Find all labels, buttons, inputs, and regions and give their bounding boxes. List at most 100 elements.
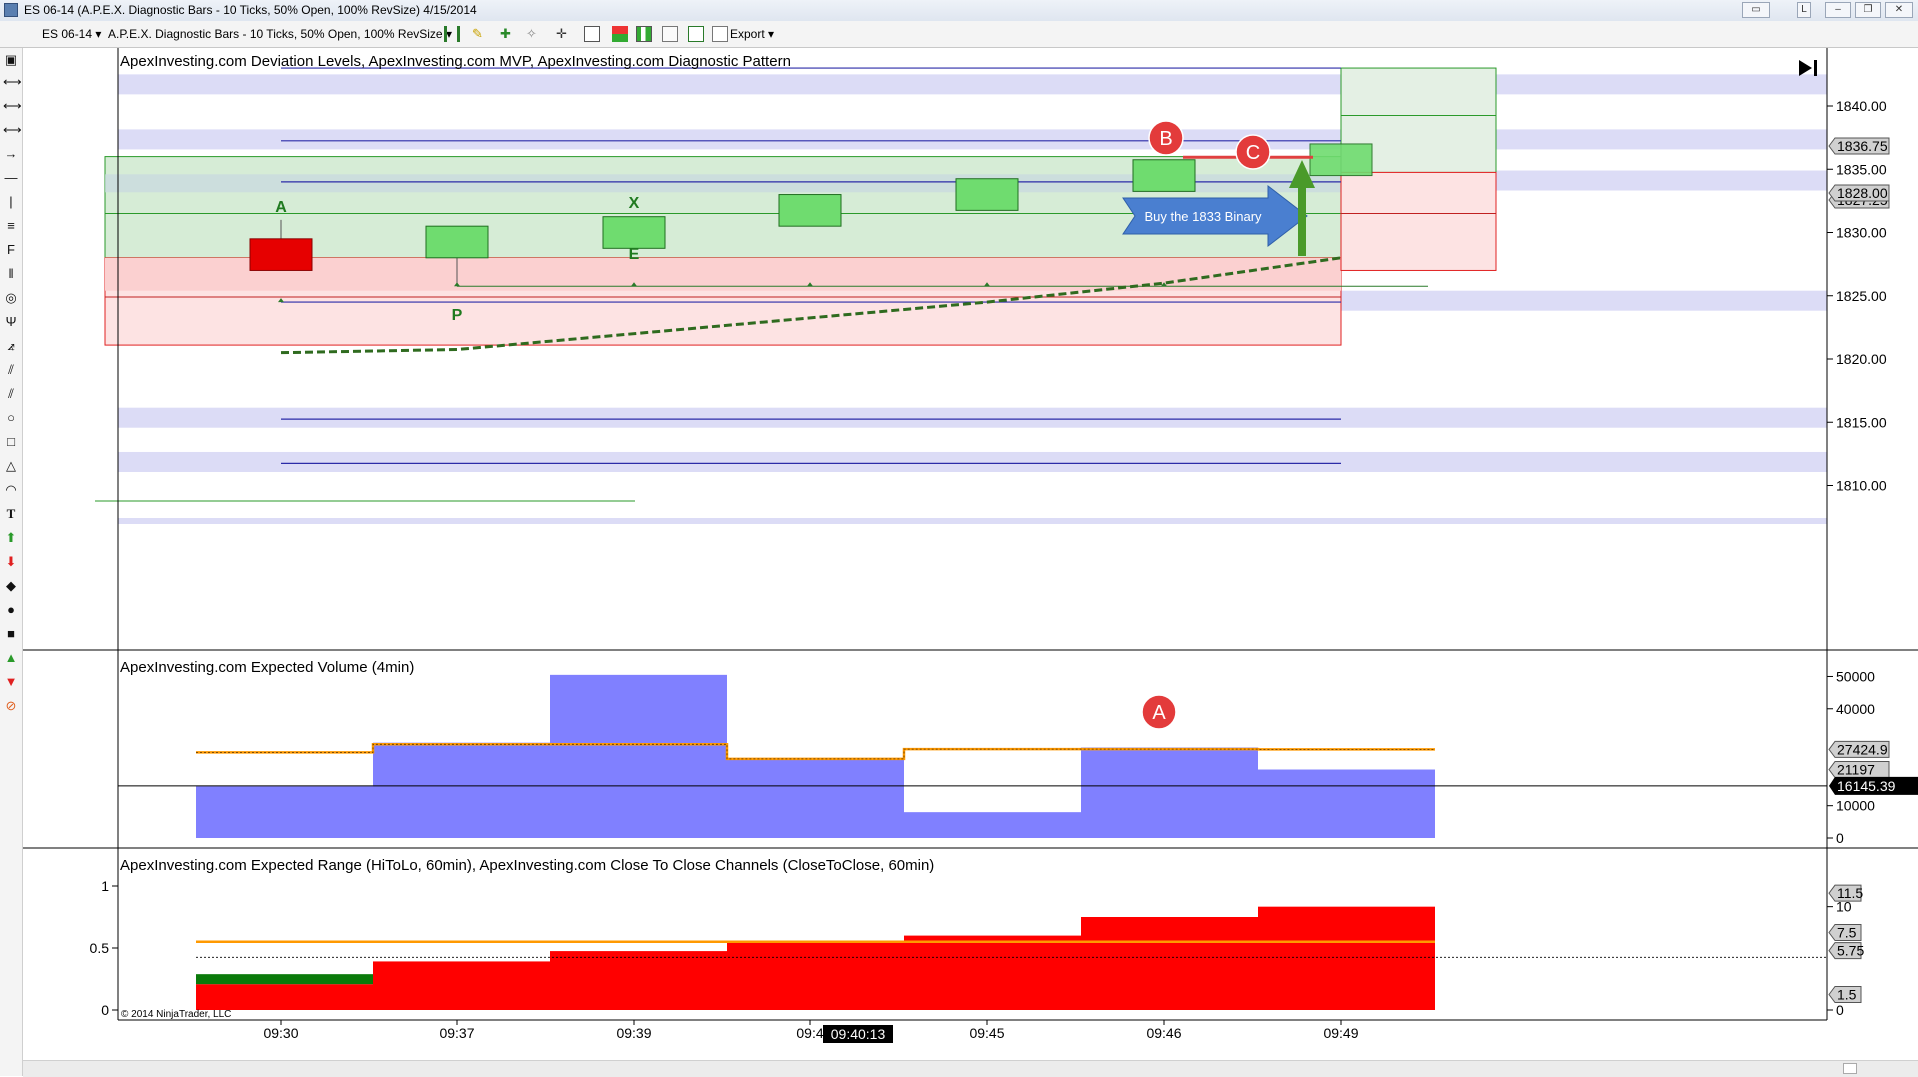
volume-bar xyxy=(550,674,727,838)
close-to-close-bar xyxy=(196,974,373,985)
pattern-marker xyxy=(454,282,460,287)
overlap-band xyxy=(105,174,1341,193)
time-axis: 09:30 09:37 09:39 09:4 09:45 09:46 09:49 09:40:… xyxy=(263,1020,1359,1043)
range-left-tick-label: 0.5 xyxy=(90,940,110,956)
pattern-marker xyxy=(807,282,813,287)
ray-icon[interactable]: → xyxy=(4,146,18,161)
range-left-tick-label: 1 xyxy=(101,878,109,894)
strategy-icon[interactable]: ✧ xyxy=(526,26,537,41)
fib-time-icon[interactable]: ‖ xyxy=(8,266,14,281)
range-tag: 7.5 xyxy=(1837,925,1857,941)
add-indicator-icon[interactable]: ✚ xyxy=(500,26,511,41)
price-tick-label: 1815.00 xyxy=(1836,414,1887,430)
maximize-button[interactable]: ❐ xyxy=(1855,2,1881,18)
ellipse-icon[interactable]: ○ xyxy=(7,410,15,425)
price-tick-label: 1825.00 xyxy=(1836,288,1887,304)
price-tick-label: 1835.00 xyxy=(1836,161,1887,177)
chart-area[interactable]: A X E P B C Buy the 1833 Binary ApexInvesting.… xyxy=(23,48,1918,1060)
order-icon[interactable] xyxy=(612,26,628,42)
range-bar xyxy=(550,951,727,1010)
bar-type-selector[interactable]: A.P.E.X. Diagnostic Bars - 10 Ticks, 50%… xyxy=(108,27,452,41)
pattern-marker xyxy=(278,298,284,303)
range-right-tick-label: 10 xyxy=(1836,899,1852,915)
marker-c-label: C xyxy=(1246,142,1260,164)
volume-marker-label: A xyxy=(1152,702,1166,724)
volume-bar xyxy=(1258,769,1435,838)
volume-tick-label: 10000 xyxy=(1836,798,1875,814)
price-tag-mvp-tag xyxy=(1828,184,1890,202)
horizontal-scrollbar[interactable] xyxy=(23,1060,1918,1077)
cursor-icon[interactable]: ▣ xyxy=(4,52,18,67)
volume-panel[interactable]: A ApexInvesting.com Expected Volume (4mi… xyxy=(117,650,1918,848)
properties-icon[interactable] xyxy=(662,26,678,42)
fib-retracement-icon[interactable]: ≡ xyxy=(7,218,15,233)
marker-b-label: B xyxy=(1159,128,1172,150)
triangle-down-icon[interactable]: ▼ xyxy=(4,674,18,689)
candle xyxy=(1309,143,1373,177)
range-tag-bg xyxy=(1828,986,1862,1003)
mvp-line xyxy=(280,256,1342,355)
time-tick-label: 09:30 xyxy=(263,1025,298,1041)
buy-callout-text: Buy the 1833 Binary xyxy=(1144,209,1262,224)
export-menu[interactable]: Export ▾ xyxy=(730,27,775,41)
regression-channel-icon[interactable]: ⫽ xyxy=(8,362,14,377)
square-icon[interactable]: ■ xyxy=(7,626,15,641)
diamond-icon[interactable]: ◆ xyxy=(6,578,16,593)
line-icon[interactable]: ⟷ xyxy=(3,122,22,137)
volume-tick-label: 0 xyxy=(1836,830,1844,846)
pencil-icon[interactable]: ✎ xyxy=(472,26,483,41)
candle xyxy=(602,216,666,249)
arc-icon[interactable]: ◠ xyxy=(5,482,17,497)
range-tag-bg xyxy=(1828,942,1862,960)
fib-circle-icon[interactable]: ◎ xyxy=(5,290,17,305)
minimize-button[interactable]: – xyxy=(1825,2,1851,18)
triangle-up-icon[interactable]: ▲ xyxy=(4,650,18,665)
buy-callout-arrow xyxy=(1122,184,1308,248)
range-tag-bg xyxy=(1828,924,1862,941)
horizontal-line-icon[interactable]: — xyxy=(4,170,18,185)
arrow-down-icon[interactable]: ⬇ xyxy=(5,554,17,569)
range-panel[interactable]: ApexInvesting.com Expected Range (HiToLo… xyxy=(90,848,1865,1020)
instrument-selector[interactable]: ES 06-14 ▾ xyxy=(42,27,102,41)
volume-tag-current-tag xyxy=(1828,761,1890,779)
skip-to-end-icon[interactable] xyxy=(1799,60,1817,76)
remove-drawings-icon[interactable]: ⊘ xyxy=(5,698,17,713)
export-icon[interactable] xyxy=(712,26,728,42)
range-panel-title: ApexInvesting.com Expected Range (HiToLo… xyxy=(120,857,934,874)
close-button[interactable]: ✕ xyxy=(1885,2,1913,18)
time-tick-label: 09:45 xyxy=(969,1025,1004,1041)
pattern-label-p: P xyxy=(452,307,463,324)
gann-fan-icon[interactable]: ⦨ xyxy=(7,338,15,353)
volume-tag-reference: 16145.39 xyxy=(1837,778,1896,794)
volume-tag-expected: 27424.9 xyxy=(1837,741,1888,757)
zoom-icon[interactable] xyxy=(584,26,600,42)
range-bar xyxy=(727,942,904,1010)
arrow-up-icon[interactable]: ⬆ xyxy=(5,530,17,545)
dot-icon[interactable]: ● xyxy=(7,602,15,617)
snapshot-icon[interactable] xyxy=(688,26,704,42)
bar-style-icon[interactable] xyxy=(444,26,460,42)
scroll-thumb[interactable] xyxy=(1843,1063,1857,1074)
triangle-icon[interactable]: △ xyxy=(6,458,16,473)
volume-bar xyxy=(727,758,904,838)
candle xyxy=(425,225,489,259)
data-box-icon[interactable] xyxy=(636,26,652,42)
cursor-time-bg xyxy=(823,1025,893,1043)
pattern-label-e: E xyxy=(629,246,640,263)
vertical-line-icon[interactable]: | xyxy=(9,194,13,209)
volume-bar xyxy=(373,742,550,838)
drawing-tools-bar: ▣ ⟷ ⟷ ⟷ → — | ≡ F ‖ ◎ Ψ ⦨ ⫽ ⫽ ○ □ △ ◠ T … xyxy=(0,48,23,1076)
link-icon[interactable]: L xyxy=(1797,2,1811,18)
ruler-icon[interactable]: ⟷ xyxy=(3,74,22,89)
trend-channel-icon[interactable]: ⫽ xyxy=(8,386,14,401)
deviation-band xyxy=(118,129,1827,150)
range-bar xyxy=(196,984,373,1010)
crosshair-icon[interactable]: ✛ xyxy=(556,26,567,41)
price-panel[interactable]: A X E P B C Buy the 1833 Binary ApexInvesting.… xyxy=(95,48,1890,650)
andrews-pitchfork-icon[interactable]: Ψ xyxy=(5,314,17,329)
tile-icon[interactable]: ▭ xyxy=(1742,2,1770,18)
fib-extension-icon[interactable]: F xyxy=(7,242,15,257)
risk-reward-icon[interactable]: ⟷ xyxy=(3,98,22,113)
rectangle-icon[interactable]: □ xyxy=(7,434,15,449)
text-icon[interactable]: T xyxy=(6,506,16,521)
